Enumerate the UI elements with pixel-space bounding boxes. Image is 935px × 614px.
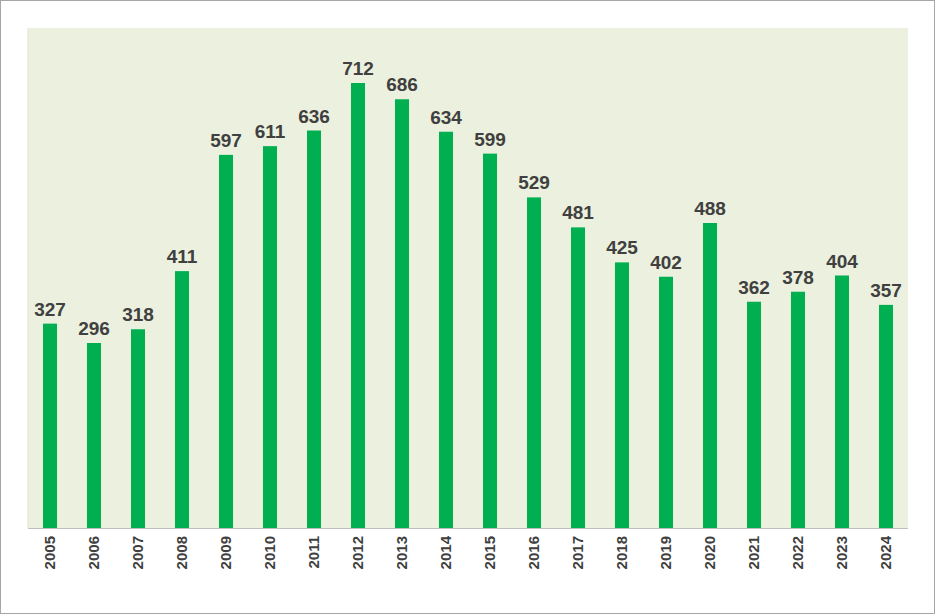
data-label: 611 (255, 121, 286, 142)
data-label: 686 (386, 74, 418, 95)
data-label: 411 (167, 246, 198, 267)
data-label: 402 (650, 252, 682, 273)
bar (703, 223, 717, 528)
bar (131, 329, 145, 528)
y-axis-line (28, 28, 29, 528)
data-label: 362 (738, 277, 770, 298)
bar (263, 146, 277, 528)
x-tick-label: 2011 (305, 536, 322, 569)
data-label: 599 (474, 129, 506, 150)
bar (571, 227, 585, 528)
x-tick-label: 2018 (613, 536, 630, 569)
data-label: 318 (122, 304, 154, 325)
chart-svg: 327 296 318 411 597 611 636 712 686 634 599 529 481 4… (0, 0, 935, 614)
bar (351, 83, 365, 528)
x-tick-label: 2007 (129, 536, 146, 569)
bars (43, 83, 893, 528)
bar (439, 132, 453, 528)
plot-background (28, 28, 908, 528)
x-axis-line (28, 528, 908, 529)
x-tick-label: 2010 (261, 536, 278, 569)
x-tick-label: 2023 (833, 536, 850, 569)
chart-border (1, 1, 935, 614)
x-tick-label: 2013 (393, 536, 410, 569)
bar (747, 302, 761, 528)
x-tick-label: 2012 (349, 536, 366, 569)
x-tick-label: 2024 (877, 535, 894, 569)
bar (659, 277, 673, 528)
data-label: 636 (298, 106, 330, 127)
bar (527, 197, 541, 528)
data-label: 327 (34, 299, 66, 320)
data-label: 425 (606, 237, 638, 258)
bar (615, 262, 629, 528)
bar (219, 155, 233, 528)
x-tick-label: 2006 (85, 536, 102, 569)
x-tick-label: 2021 (745, 536, 762, 569)
data-label: 404 (826, 251, 858, 272)
x-tick-label: 2022 (789, 536, 806, 569)
x-tick-label: 2008 (173, 536, 190, 569)
data-label: 296 (78, 318, 110, 339)
x-tick-label: 2009 (217, 536, 234, 569)
x-tick-label: 2020 (701, 536, 718, 569)
data-label: 357 (870, 280, 902, 301)
x-tick-label: 2019 (657, 536, 674, 569)
bar (791, 292, 805, 528)
bar (395, 99, 409, 528)
bar (87, 343, 101, 528)
x-tick-label: 2015 (481, 536, 498, 569)
chart-container: 327 296 318 411 597 611 636 712 686 634 599 529 481 4… (0, 0, 935, 614)
bar (879, 305, 893, 528)
x-tick-label: 2005 (41, 536, 58, 569)
data-label: 529 (518, 172, 550, 193)
bar (43, 324, 57, 528)
bar (835, 276, 849, 529)
x-tick-label: 2017 (569, 536, 586, 569)
bar (307, 131, 321, 529)
x-tick-label: 2016 (525, 536, 542, 569)
data-label: 634 (430, 107, 462, 128)
x-tick-label: 2014 (437, 535, 454, 569)
data-label: 597 (210, 130, 242, 151)
bar (483, 154, 497, 528)
data-label: 488 (694, 198, 726, 219)
bar (175, 271, 189, 528)
data-label: 378 (782, 267, 814, 288)
data-label: 481 (562, 202, 594, 223)
data-label: 712 (342, 58, 374, 79)
